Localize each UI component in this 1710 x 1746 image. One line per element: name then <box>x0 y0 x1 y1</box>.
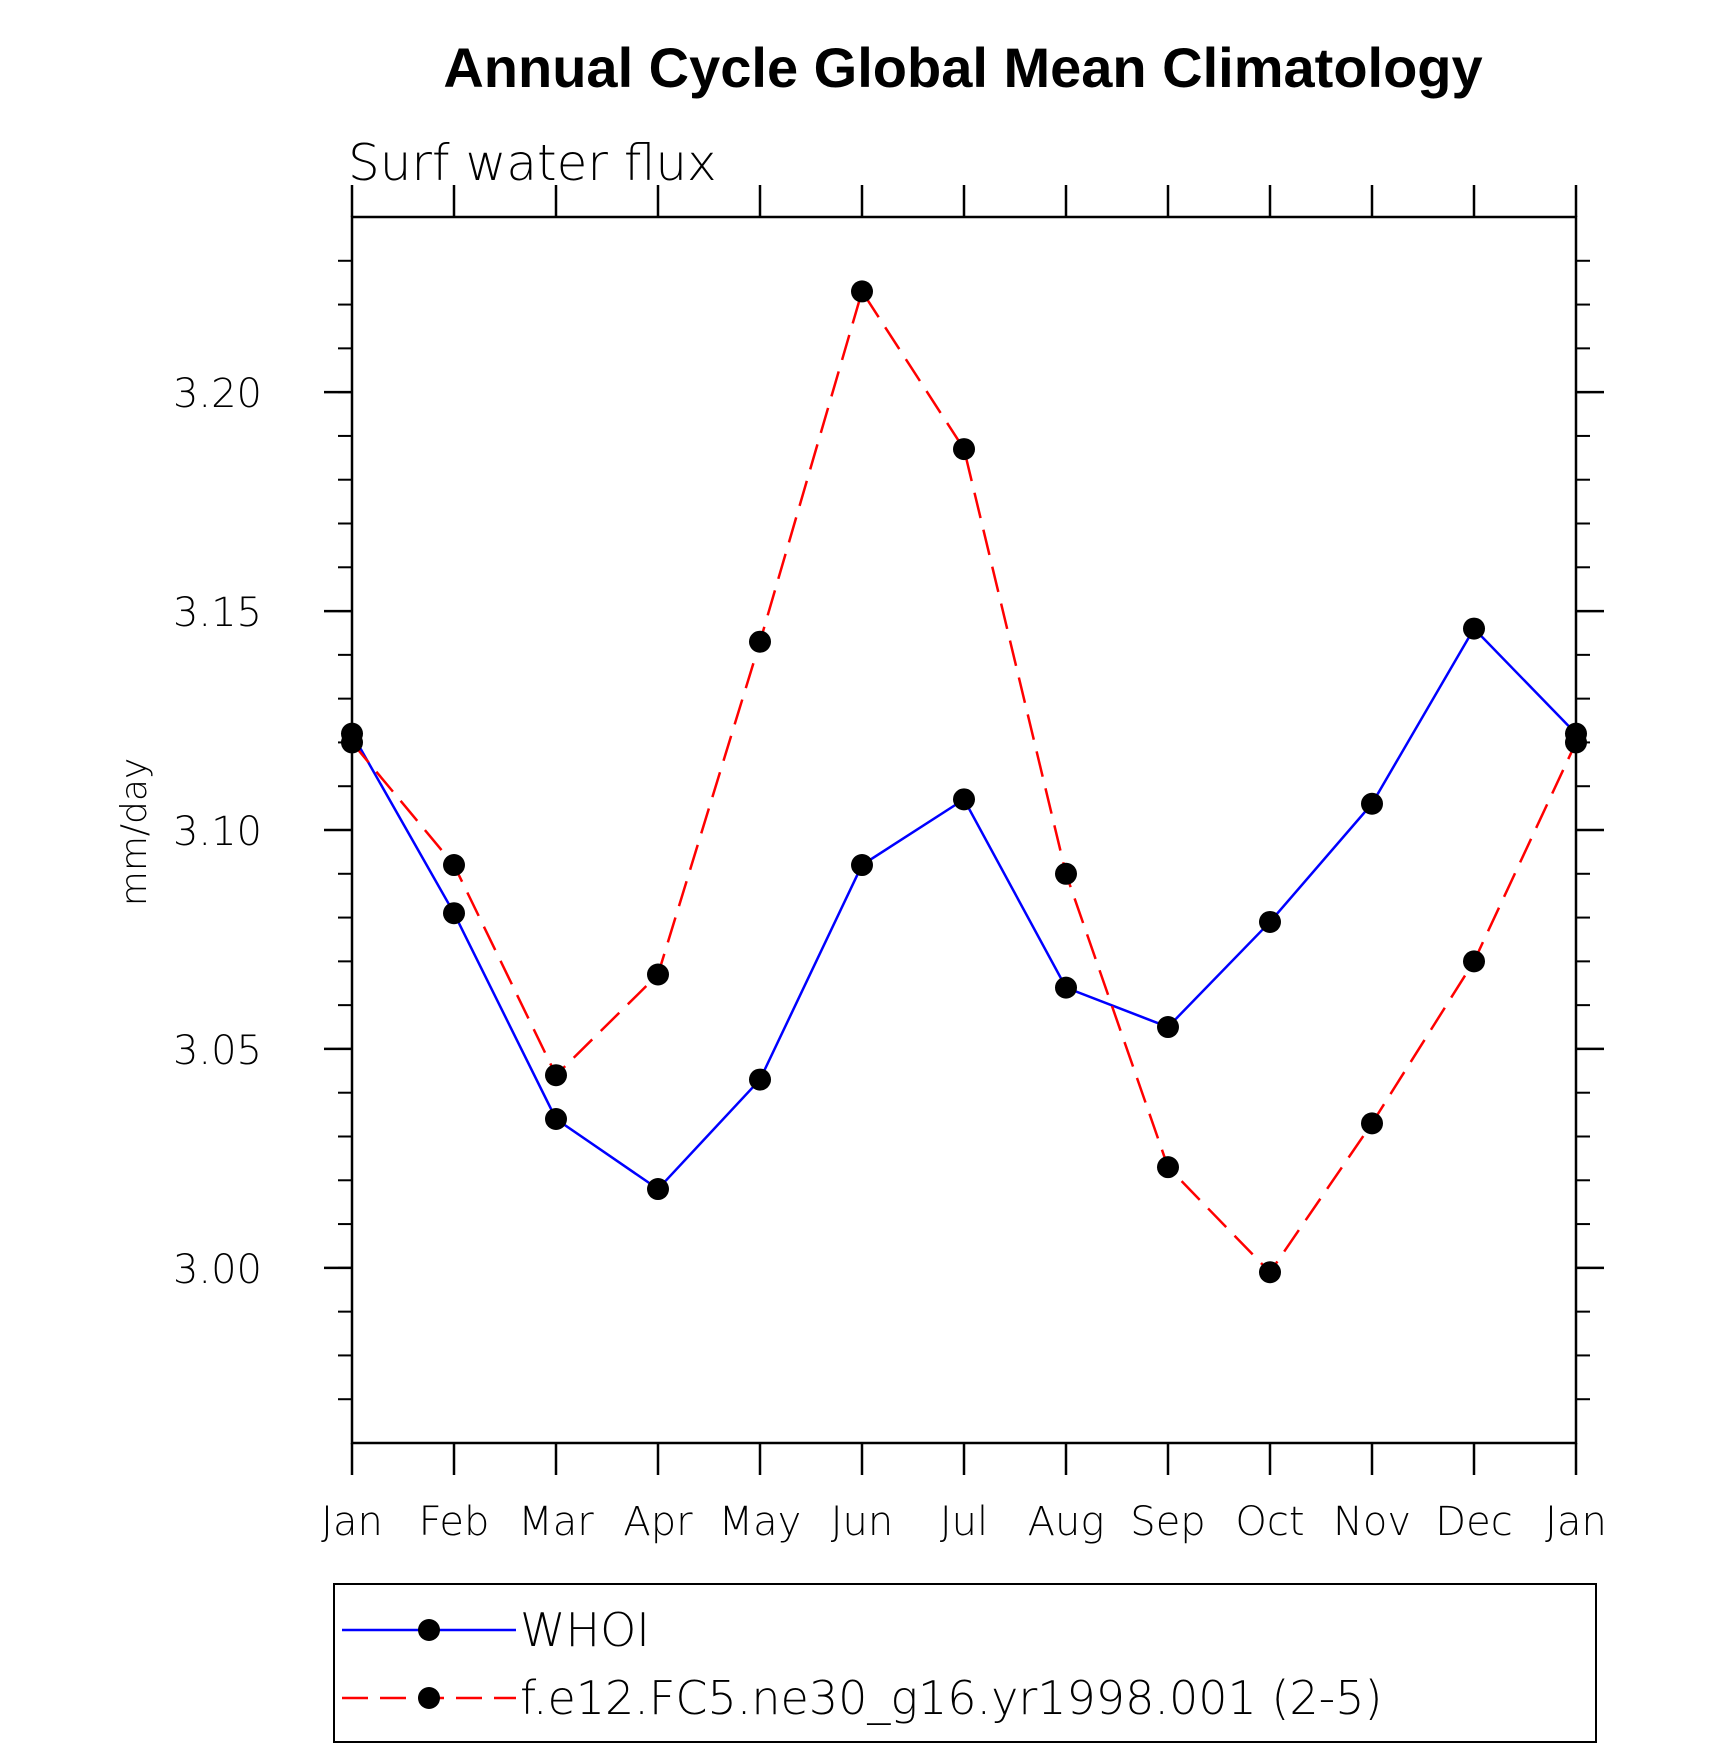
x-tick-label: Jul <box>940 1499 988 1545</box>
data-point <box>1157 1016 1179 1039</box>
x-tick-label: Aug <box>1028 1499 1105 1545</box>
x-tick-label: Nov <box>1333 1499 1411 1545</box>
chart-title: Annual Cycle Global Mean Climatology <box>443 36 1482 99</box>
axes: Jan Feb Mar Apr May Jun Jul Aug Sep Oct Nov Dec Jan 3… <box>173 185 1607 1545</box>
series-layer <box>341 280 1587 1284</box>
data-point <box>851 854 873 877</box>
data-point <box>647 1178 669 1201</box>
legend: WHOI f.e12.FC5.ne30_g16.yr1998.001 (2-5) <box>333 1583 1597 1743</box>
data-point <box>1157 1156 1179 1179</box>
data-point <box>749 1068 771 1091</box>
data-point <box>443 902 465 925</box>
data-point <box>1463 617 1485 640</box>
x-tick-label: Sep <box>1130 1499 1205 1545</box>
y-tick-label: 3.10 <box>173 809 262 855</box>
y-axis-label: mm/day <box>114 758 155 906</box>
legend-marker <box>418 1687 440 1709</box>
x-tick-label: Jan <box>321 1499 383 1545</box>
data-point <box>647 963 669 986</box>
series-2 <box>341 280 1587 1284</box>
data-point <box>953 438 975 461</box>
series-1 <box>341 617 1587 1201</box>
data-point <box>1463 950 1485 973</box>
chart-subtitle: Surf water flux <box>348 134 717 192</box>
legend-label: WHOI <box>520 1603 650 1657</box>
y-tick-label: 3.15 <box>173 590 262 636</box>
data-point <box>953 788 975 811</box>
data-point <box>851 280 873 303</box>
legend-marker <box>418 1619 440 1641</box>
series-line <box>350 626 1577 1191</box>
x-tick-label: Mar <box>518 1499 594 1545</box>
data-point <box>749 630 771 653</box>
data-point <box>545 1107 567 1130</box>
x-tick-label: Dec <box>1435 1499 1512 1545</box>
x-tick-label: Feb <box>419 1499 490 1545</box>
x-tick-label: Jan <box>1545 1499 1607 1545</box>
data-point <box>1259 910 1281 933</box>
data-point <box>1055 862 1077 885</box>
y-tick-label: 3.20 <box>173 371 262 417</box>
data-point <box>443 854 465 877</box>
data-point <box>1259 1261 1281 1284</box>
data-point <box>1565 731 1587 754</box>
data-point <box>1361 1112 1383 1135</box>
y-tick-label: 3.00 <box>173 1247 262 1293</box>
legend-box <box>333 1583 1597 1743</box>
plot-frame <box>350 215 1578 1445</box>
y-tick-label: 3.05 <box>173 1028 262 1074</box>
data-point <box>1055 976 1077 999</box>
x-tick-label: Apr <box>623 1499 693 1545</box>
legend-label: f.e12.FC5.ne30_g16.yr1998.001 (2-5) <box>520 1671 1382 1725</box>
x-tick-label: May <box>719 1499 802 1545</box>
data-point <box>341 731 363 754</box>
x-tick-label: Jun <box>831 1499 894 1545</box>
data-point <box>545 1064 567 1087</box>
data-point <box>1361 792 1383 815</box>
x-tick-label: Oct <box>1235 1499 1304 1545</box>
